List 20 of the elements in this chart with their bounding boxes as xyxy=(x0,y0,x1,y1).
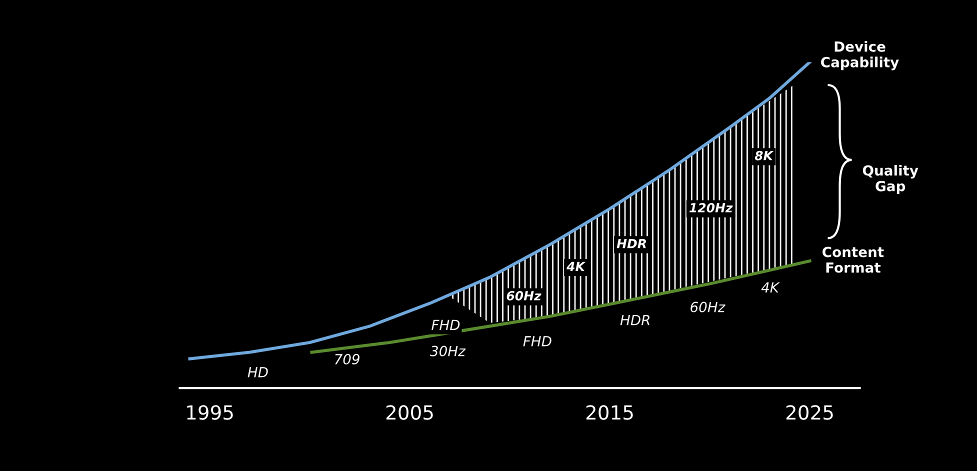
annotation: 4K xyxy=(761,282,780,293)
annotation: HDR xyxy=(616,239,646,248)
annotation: Device Capability xyxy=(821,41,899,70)
annotation: Content Format xyxy=(822,246,884,273)
annotation: HDR xyxy=(620,314,650,326)
annotation: 8K xyxy=(754,150,774,160)
annotation: 4K xyxy=(566,262,586,271)
x-tick-label: 2015 xyxy=(586,405,633,420)
annotation: 120Hz xyxy=(689,203,733,212)
annotation: 30Hz xyxy=(430,346,466,356)
annotation: 60Hz xyxy=(506,291,542,300)
annotation: FHD xyxy=(432,320,460,330)
annotation: HD xyxy=(248,367,268,378)
x-tick-label: 2005 xyxy=(386,405,433,420)
annotation: FHD xyxy=(523,336,552,346)
annotation: 60Hz xyxy=(690,302,726,312)
text: Quality Gap xyxy=(862,164,918,194)
x-tick-label: 1995 xyxy=(187,405,233,420)
x-tick-label: 2025 xyxy=(786,405,833,420)
annotation: 709 xyxy=(335,354,360,364)
